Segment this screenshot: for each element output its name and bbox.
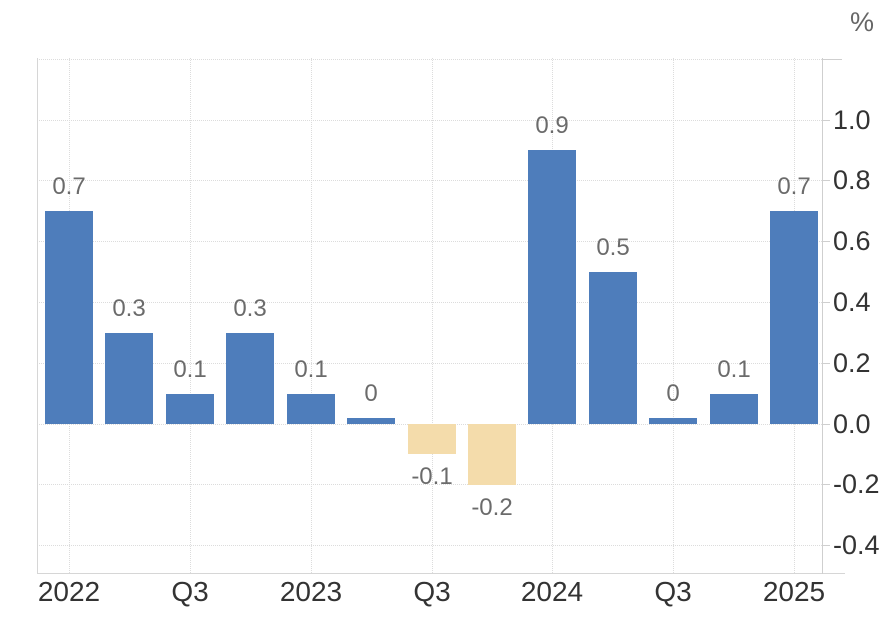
bar[interactable] — [347, 418, 395, 424]
bar-value-label: 0.1 — [173, 356, 207, 383]
y-axis-tick — [822, 424, 830, 425]
y-axis-tick — [822, 120, 830, 121]
y-axis-tick — [822, 241, 830, 242]
bar[interactable] — [105, 333, 153, 424]
horizontal-gridline — [37, 241, 822, 242]
vertical-gridline — [673, 58, 674, 573]
bar[interactable] — [770, 211, 818, 424]
y-axis-tick-label: 1.0 — [833, 105, 871, 135]
horizontal-gridline — [37, 59, 822, 60]
bar-value-label: 0.5 — [596, 234, 630, 261]
bar-value-label: 0.1 — [717, 356, 751, 383]
plot-bottom-border — [37, 573, 845, 574]
bar[interactable] — [589, 272, 637, 424]
x-axis-tick-label: 2024 — [520, 576, 584, 607]
bar-value-label: 0 — [364, 380, 378, 407]
bar-value-label: 0 — [666, 380, 680, 407]
y-axis-tick-label: -0.2 — [833, 469, 880, 499]
y-axis-tick — [822, 59, 842, 60]
bar[interactable] — [45, 211, 93, 424]
horizontal-gridline — [37, 120, 822, 121]
y-axis-tick-label: 0.0 — [833, 409, 871, 439]
bar-value-label: 0.9 — [535, 112, 569, 139]
horizontal-gridline — [37, 545, 822, 546]
vertical-gridline — [190, 58, 191, 573]
y-axis-tick — [822, 180, 830, 181]
y-axis-tick-label: 0.6 — [833, 226, 871, 256]
horizontal-gridline — [37, 302, 822, 303]
vertical-gridline — [432, 58, 433, 573]
y-axis-tick-label: 0.8 — [833, 165, 871, 195]
horizontal-gridline — [37, 484, 822, 485]
y-axis-tick — [822, 545, 830, 546]
y-axis-tick-label: -0.4 — [833, 530, 880, 560]
bar-value-label: -0.2 — [471, 494, 513, 521]
bar[interactable] — [287, 394, 335, 424]
bar-value-label: 0.3 — [233, 295, 267, 322]
plot-left-border — [37, 58, 38, 573]
horizontal-gridline — [37, 180, 822, 181]
bar-value-label: -0.1 — [411, 463, 453, 490]
bar[interactable] — [649, 418, 697, 424]
x-axis-tick-label: Q3 — [654, 576, 692, 607]
x-axis-tick-label: 2025 — [762, 576, 826, 607]
y-axis-tick-label: 0.2 — [833, 348, 871, 378]
y-axis-unit-label: % — [849, 7, 874, 37]
bar[interactable] — [468, 424, 516, 485]
vertical-gridline — [311, 58, 312, 573]
horizontal-gridline — [37, 363, 822, 364]
bar[interactable] — [528, 150, 576, 424]
bar-value-label: 0.3 — [112, 295, 146, 322]
x-axis-tick-label: Q3 — [171, 576, 209, 607]
y-axis-line — [822, 58, 823, 574]
y-axis-tick-label: 0.4 — [833, 287, 871, 317]
bar[interactable] — [226, 333, 274, 424]
bar-value-label: 0.7 — [777, 173, 811, 200]
y-axis-tick — [822, 302, 830, 303]
bar[interactable] — [408, 424, 456, 454]
bar[interactable] — [710, 394, 758, 424]
y-axis-tick — [822, 484, 830, 485]
x-axis-tick-label: 2023 — [279, 576, 343, 607]
bar-value-label: 0.1 — [294, 356, 328, 383]
x-axis-tick-label: 2022 — [37, 576, 101, 607]
bar-value-label: 0.7 — [52, 173, 86, 200]
x-axis-tick-label: Q3 — [413, 576, 451, 607]
bar[interactable] — [166, 394, 214, 424]
y-axis-tick — [822, 363, 830, 364]
